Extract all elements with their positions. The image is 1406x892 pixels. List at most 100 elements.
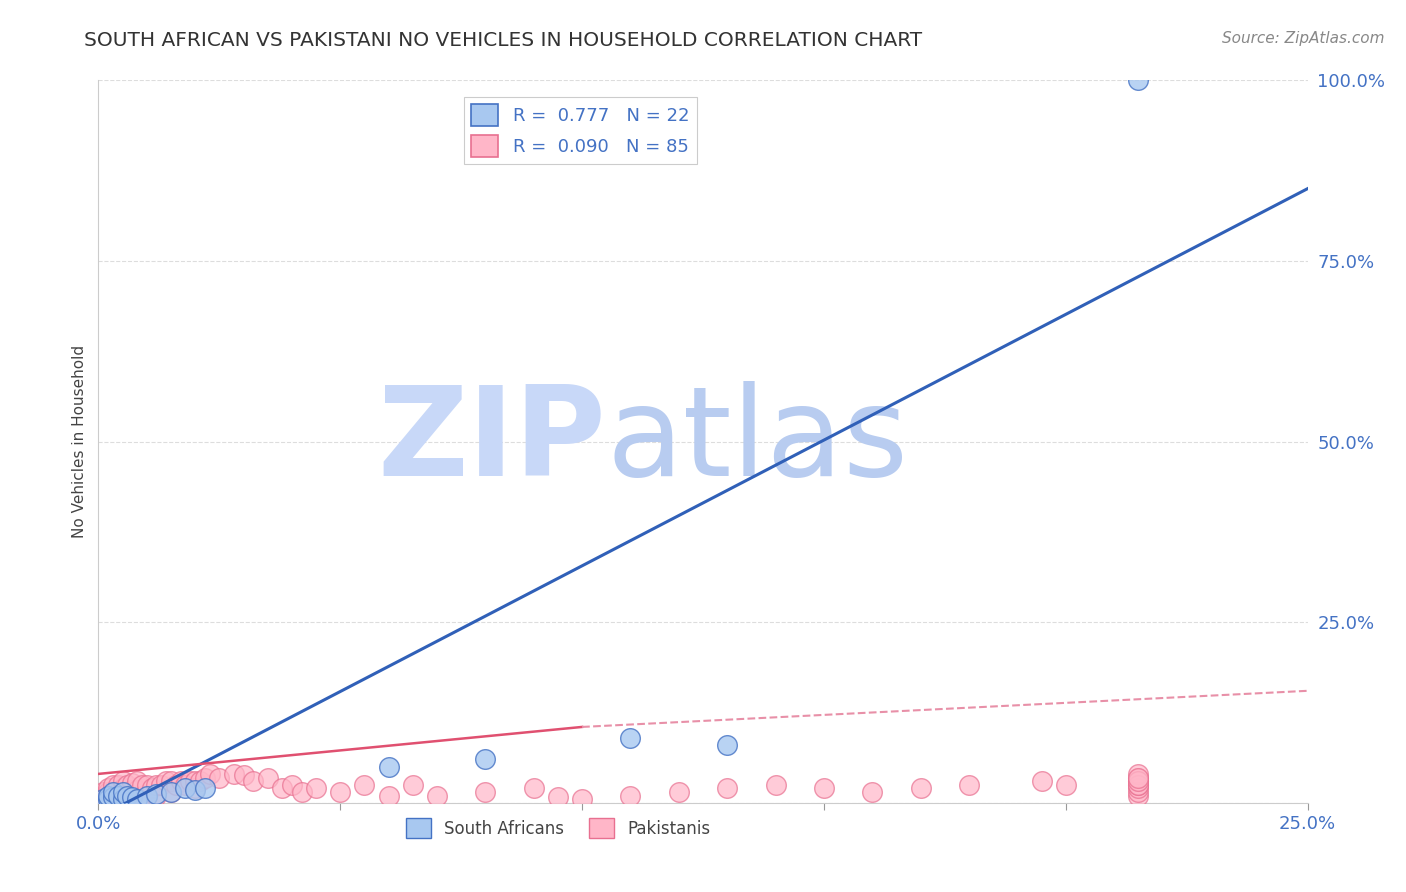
Point: [426, 789, 449, 803]
Point: [155, 774, 177, 789]
Point: [377, 760, 399, 774]
Point: [111, 792, 134, 806]
Point: [131, 789, 153, 803]
Point: [1128, 789, 1150, 803]
Point: [117, 789, 139, 803]
Point: [131, 778, 153, 792]
Point: [145, 778, 167, 792]
Point: [188, 774, 211, 789]
Point: [619, 789, 641, 803]
Point: [169, 774, 191, 789]
Point: [668, 785, 690, 799]
Point: [160, 785, 183, 799]
Point: [97, 789, 120, 803]
Point: [160, 774, 183, 789]
Point: [101, 789, 124, 803]
Point: [179, 774, 201, 789]
Point: [91, 792, 114, 806]
Text: SOUTH AFRICAN VS PAKISTANI NO VEHICLES IN HOUSEHOLD CORRELATION CHART: SOUTH AFRICAN VS PAKISTANI NO VEHICLES I…: [84, 31, 922, 50]
Point: [256, 771, 278, 785]
Point: [150, 778, 173, 792]
Point: [474, 785, 496, 799]
Point: [135, 778, 157, 792]
Point: [111, 785, 134, 799]
Point: [121, 790, 143, 805]
Point: [101, 778, 124, 792]
Point: [377, 789, 399, 803]
Point: [121, 775, 143, 789]
Point: [91, 789, 114, 803]
Point: [716, 781, 738, 796]
Point: [101, 790, 124, 805]
Point: [97, 781, 120, 796]
Point: [957, 778, 980, 792]
Point: [1128, 767, 1150, 781]
Point: [97, 792, 120, 806]
Point: [135, 789, 157, 803]
Point: [547, 790, 569, 805]
Point: [145, 789, 167, 803]
Point: [174, 778, 197, 792]
Point: [97, 792, 120, 806]
Point: [208, 771, 231, 785]
Point: [716, 738, 738, 752]
Point: [107, 789, 129, 803]
Point: [127, 782, 149, 797]
Point: [194, 781, 217, 796]
Point: [135, 789, 157, 803]
Point: [194, 771, 217, 785]
Point: [117, 790, 139, 805]
Point: [184, 774, 207, 789]
Point: [145, 787, 167, 801]
Point: [184, 782, 207, 797]
Point: [1128, 781, 1150, 796]
Point: [1128, 778, 1150, 792]
Point: [402, 778, 425, 792]
Point: [111, 781, 134, 796]
Point: [111, 792, 134, 806]
Point: [184, 781, 207, 796]
Point: [121, 782, 143, 797]
Point: [111, 789, 134, 803]
Point: [290, 785, 312, 799]
Point: [1128, 785, 1150, 799]
Text: atlas: atlas: [606, 381, 908, 502]
Point: [107, 790, 129, 805]
Point: [97, 785, 120, 799]
Point: [910, 781, 932, 796]
Text: Source: ZipAtlas.com: Source: ZipAtlas.com: [1222, 31, 1385, 46]
Point: [97, 789, 120, 803]
Point: [1128, 778, 1150, 792]
Point: [305, 781, 328, 796]
Legend: South Africans, Pakistanis: South Africans, Pakistanis: [399, 812, 717, 845]
Point: [160, 785, 183, 799]
Point: [101, 785, 124, 799]
Point: [111, 774, 134, 789]
Point: [271, 781, 294, 796]
Point: [232, 768, 254, 782]
Point: [107, 778, 129, 792]
Point: [141, 781, 163, 796]
Point: [101, 785, 124, 799]
Point: [242, 774, 264, 789]
Point: [198, 767, 221, 781]
Point: [281, 778, 304, 792]
Point: [474, 752, 496, 766]
Point: [91, 792, 114, 806]
Point: [165, 778, 187, 792]
Point: [101, 792, 124, 806]
Point: [117, 785, 139, 799]
Point: [1128, 774, 1150, 789]
Point: [127, 792, 149, 806]
Point: [1128, 73, 1150, 87]
Point: [860, 785, 883, 799]
Point: [571, 792, 593, 806]
Point: [329, 785, 352, 799]
Point: [222, 767, 245, 781]
Point: [1031, 774, 1053, 789]
Point: [619, 731, 641, 745]
Point: [127, 790, 149, 805]
Point: [107, 785, 129, 799]
Point: [813, 781, 835, 796]
Point: [91, 785, 114, 799]
